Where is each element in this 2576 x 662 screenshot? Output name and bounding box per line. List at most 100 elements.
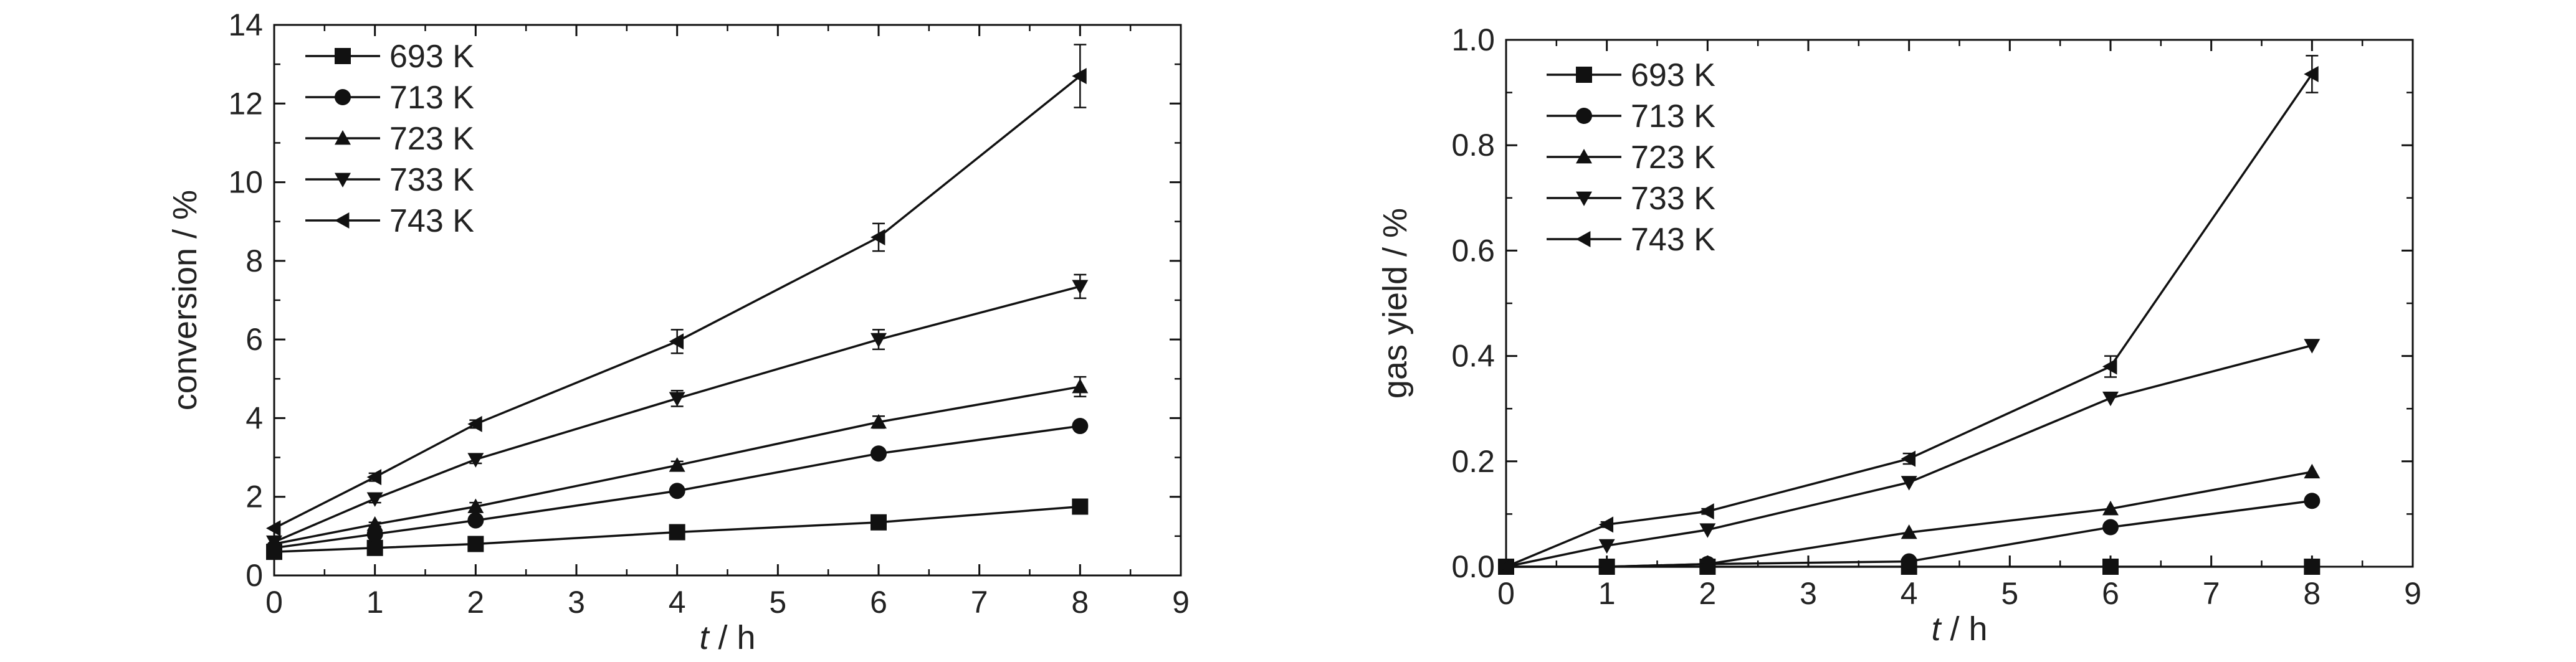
data-point [1498, 559, 1513, 575]
series-733-K [266, 273, 1089, 551]
y-axis-label: conversion / % [166, 190, 204, 410]
x-tick-label: 4 [1901, 576, 1918, 611]
legend-label: 713 K [1631, 98, 1715, 135]
legend-label: 723 K [389, 121, 474, 157]
data-point [669, 392, 685, 407]
x-axis-label: t / h [1931, 610, 1987, 648]
x-tick-label: 7 [971, 585, 988, 620]
x-tick-label: 9 [2404, 576, 2421, 611]
legend-marker [1576, 67, 1592, 83]
x-tick-label: 3 [1800, 576, 1817, 611]
data-point [2102, 358, 2117, 375]
data-point [1072, 68, 1087, 85]
series-743-K [266, 44, 1087, 537]
data-point [467, 536, 484, 552]
data-point [1072, 418, 1089, 435]
y-tick-label: 0.8 [1451, 128, 1495, 163]
series-line [1506, 470, 2312, 568]
data-point [871, 414, 887, 429]
y-tick-label: 6 [246, 322, 263, 357]
data-point [366, 469, 382, 486]
y-tick-label: 12 [228, 86, 263, 121]
y-tick-label: 4 [246, 400, 263, 435]
x-axis-label: t / h [699, 619, 755, 656]
x-tick-label: 1 [366, 585, 384, 620]
x-tick-label: 5 [2001, 576, 2018, 611]
legend-label: 733 K [389, 162, 474, 198]
x-tick-label: 0 [265, 585, 283, 620]
data-point [2102, 559, 2119, 575]
legend-label: 713 K [389, 80, 474, 116]
series-line [1505, 344, 2312, 568]
data-point [467, 453, 484, 468]
legend-label: 693 K [1631, 57, 1715, 93]
legend-marker [335, 173, 351, 187]
x-tick-label: 5 [769, 585, 786, 620]
data-point [1598, 559, 1615, 574]
series-line [274, 425, 1080, 549]
series-743-K [1498, 55, 2319, 575]
data-point [266, 520, 281, 537]
data-point [366, 516, 383, 531]
data-point [2304, 493, 2321, 509]
data-point [1598, 539, 1615, 554]
data-point [1699, 503, 1714, 520]
legend-marker [335, 212, 350, 229]
y-tick-label: 14 [228, 7, 263, 42]
data-point [669, 333, 684, 350]
y-axis-label: gas yield / % [1376, 208, 1414, 399]
y-tick-label: 2 [246, 480, 263, 514]
data-point [1901, 524, 1917, 539]
data-point [669, 483, 685, 499]
data-point [366, 539, 383, 556]
data-point [1699, 523, 1716, 538]
data-point [467, 512, 484, 529]
data-point [266, 535, 282, 551]
x-tick-label: 2 [1699, 576, 1716, 611]
y-tick-label: 0.0 [1451, 549, 1495, 584]
data-point [1699, 556, 1716, 571]
y-tick-label: 0.4 [1451, 339, 1495, 374]
legend-marker [335, 48, 351, 64]
data-point [2102, 500, 2119, 516]
x-tick-label: 6 [2102, 576, 2119, 611]
y-tick-label: 8 [246, 244, 263, 278]
x-tick-label: 6 [870, 585, 887, 620]
data-point [1598, 516, 1614, 533]
x-tick-label: 2 [467, 585, 484, 620]
y-tick-label: 0.6 [1451, 233, 1495, 268]
y-tick-label: 1.0 [1451, 22, 1495, 57]
data-point [2304, 559, 2321, 575]
y-tick-label: 0 [246, 558, 263, 593]
series-line [1505, 73, 2313, 568]
x-tick-label: 0 [1497, 576, 1515, 611]
data-point [2304, 463, 2321, 479]
legend-label: 723 K [1631, 139, 1715, 176]
data-point [366, 492, 383, 507]
x-tick-label: 9 [1172, 585, 1190, 620]
legend-marker [335, 130, 351, 145]
series-693-K [266, 498, 1089, 560]
y-tick-label: 10 [228, 165, 263, 200]
data-point [2304, 339, 2321, 354]
data-point [467, 415, 482, 432]
data-point [2102, 519, 2119, 536]
legend-marker [1576, 108, 1592, 124]
legend-marker [1576, 231, 1591, 247]
legend-label: 743 K [1631, 222, 1715, 258]
data-point [669, 524, 685, 541]
x-tick-label: 1 [1598, 576, 1616, 611]
legend-marker [1576, 191, 1592, 206]
data-point [1901, 476, 1917, 491]
data-point [467, 498, 484, 513]
data-point [871, 229, 885, 245]
data-point [1901, 450, 1916, 467]
x-tick-label: 8 [1071, 585, 1089, 620]
legend-label: 733 K [1631, 181, 1715, 217]
data-point [1072, 280, 1089, 295]
series-line [274, 505, 1080, 553]
legend-label: 693 K [389, 39, 474, 75]
x-tick-label: 3 [568, 585, 585, 620]
